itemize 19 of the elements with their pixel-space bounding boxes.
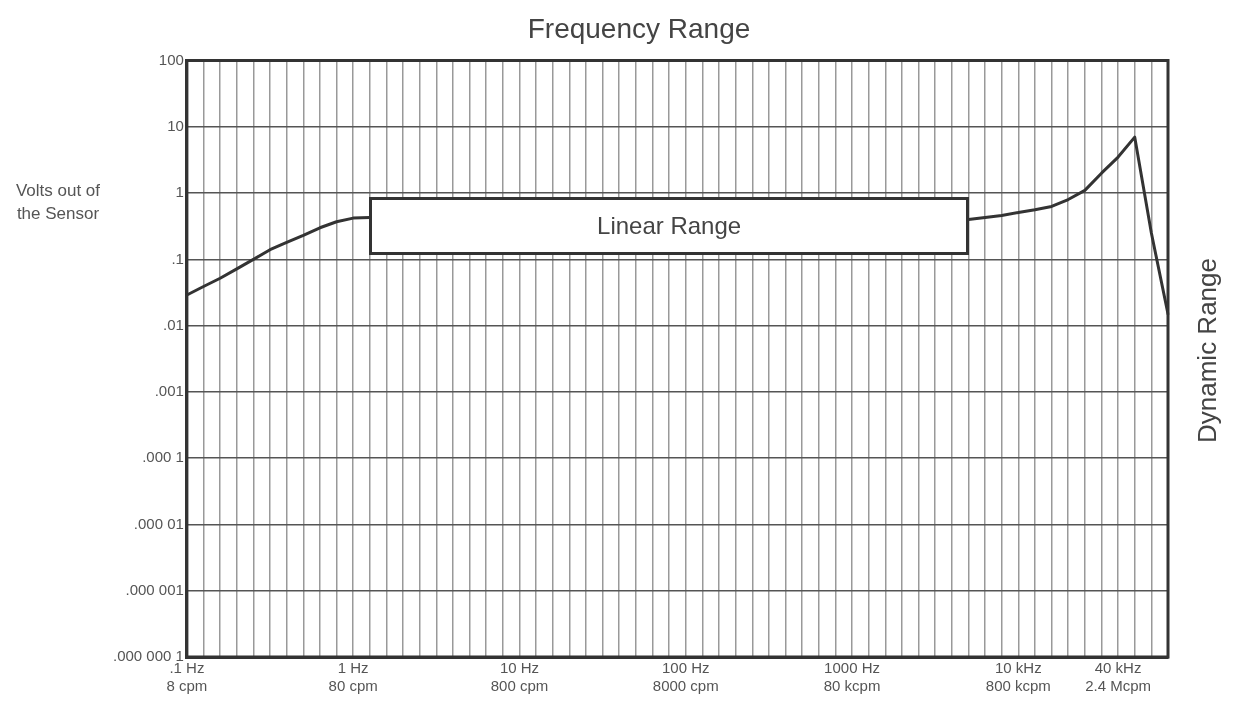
chart-title: Frequency Range [527, 12, 751, 44]
y-tick-label: 1 [175, 183, 184, 201]
y-tick-label: .01 [163, 315, 184, 333]
text-box: Linear Range [369, 196, 969, 255]
y2-axis-title: Dynamic Range [1191, 257, 1223, 443]
x-tick-label: 10 kHz 800 kcpm [985, 659, 1051, 695]
y-tick-label: .000 01 [133, 514, 184, 532]
y-tick-label: .000 1 [142, 448, 184, 466]
x-tick-label: 10 Hz 800 cpm [490, 659, 549, 695]
y-tick-label: 10 [167, 117, 184, 135]
x-tick-label: 100 Hz 8000 cpm [652, 659, 719, 695]
y-axis-title: Volts out of the Sensor [14, 180, 102, 225]
y-tick-label: 100 [158, 50, 184, 68]
y-tick-label: .001 [154, 382, 184, 400]
x-tick-label: 1000 Hz 80 kcpm [823, 659, 881, 695]
y-tick-label: .1 [171, 249, 184, 267]
x-tick-label: 1 Hz 80 cpm [328, 659, 378, 695]
y-tick-label: .000 001 [125, 580, 184, 598]
x-tick-label: 40 kHz 2.4 Mcpm [1085, 659, 1152, 695]
